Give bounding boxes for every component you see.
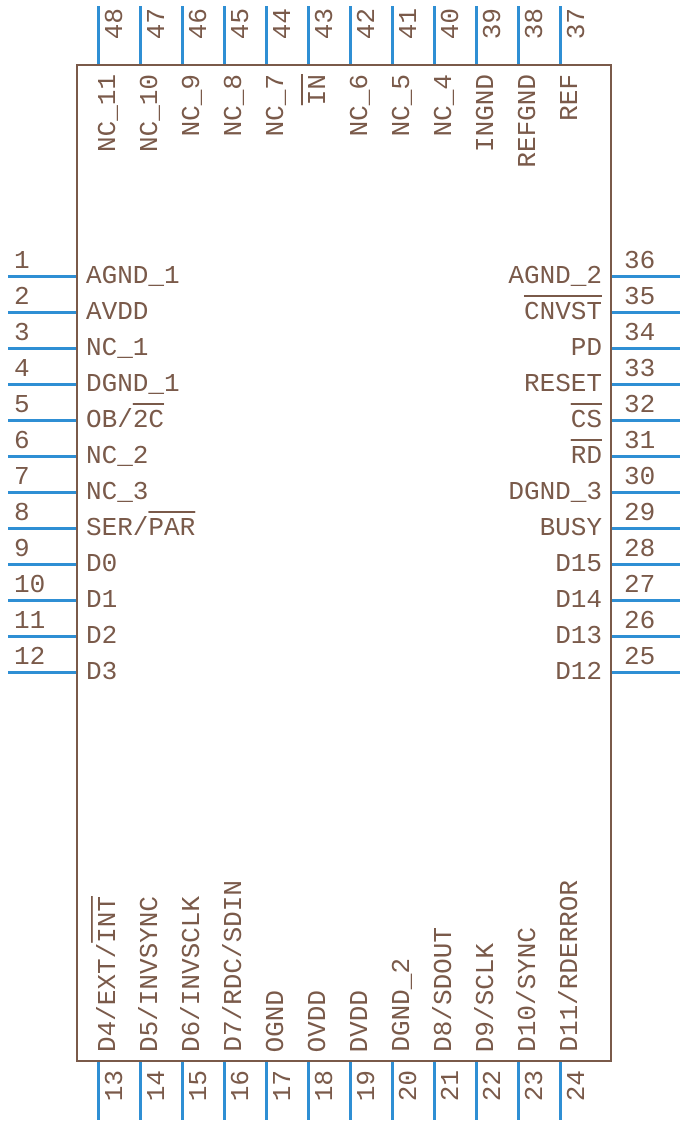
pin-label: D10/SYNC xyxy=(513,927,543,1052)
pin-label: DVDD xyxy=(345,990,375,1052)
pin-label: D1 xyxy=(86,585,117,615)
pin-label: D8/SDOUT xyxy=(429,927,459,1052)
pin-number: 22 xyxy=(478,1070,508,1101)
pin-number: 3 xyxy=(14,318,30,348)
pin-label: D4/EXT/INT xyxy=(93,896,123,1052)
pin-label: NC_5 xyxy=(387,74,417,136)
pin-label: D11/RDERROR xyxy=(555,880,585,1052)
pin-label: OGND xyxy=(261,990,291,1052)
pin-label: NC_9 xyxy=(177,74,207,136)
pin-label: D6/INVSCLK xyxy=(177,896,207,1052)
pin-label: PD xyxy=(571,333,602,363)
pin-label: REF xyxy=(555,74,585,121)
pin-label: DGND_3 xyxy=(508,477,602,507)
pin-number: 16 xyxy=(226,1070,256,1101)
pin-number: 30 xyxy=(624,462,655,492)
pin-label: INGND xyxy=(471,74,501,152)
pin-label: NC_3 xyxy=(86,477,148,507)
pin-number: 23 xyxy=(520,1070,550,1101)
pin-number: 40 xyxy=(436,8,466,39)
pin-label: AVDD xyxy=(86,297,148,327)
pinout-diagram: 1 AGND_1 2 AVDD 3 NC_1 4 DGND_1 5 OB/2C 6 NC_2 7 NC_3… xyxy=(0,0,688,1128)
pin-number: 12 xyxy=(14,642,45,672)
pin-number: 14 xyxy=(142,1070,172,1101)
pin-number: 29 xyxy=(624,498,655,528)
pin-label: D2 xyxy=(86,621,117,651)
pin-number: 10 xyxy=(14,570,45,600)
pin-label: SER/PAR xyxy=(86,513,195,543)
pin-number: 34 xyxy=(624,318,655,348)
pin-label: AGND_2 xyxy=(508,261,602,291)
pin-label: D9/SCLK xyxy=(471,943,501,1052)
pin-number: 20 xyxy=(394,1070,424,1101)
pin-number: 7 xyxy=(14,462,30,492)
pin-label: IN xyxy=(303,74,333,105)
pin-label: BUSY xyxy=(540,513,602,543)
pin-number: 33 xyxy=(624,354,655,384)
pin-label: CNVST xyxy=(524,297,602,327)
pin-number: 28 xyxy=(624,534,655,564)
pin-number: 19 xyxy=(352,1070,382,1101)
pin-label: D0 xyxy=(86,549,117,579)
pin-number: 46 xyxy=(184,8,214,39)
pin-number: 48 xyxy=(100,8,130,39)
pin-number: 25 xyxy=(624,642,655,672)
pin-number: 18 xyxy=(310,1070,340,1101)
pin-number: 35 xyxy=(624,282,655,312)
pin-number: 42 xyxy=(352,8,382,39)
pin-number: 11 xyxy=(14,606,45,636)
pin-label: RD xyxy=(571,441,602,471)
pin-label: AGND_1 xyxy=(86,261,180,291)
pin-number: 9 xyxy=(14,534,30,564)
pin-label: OB/2C xyxy=(86,405,164,435)
pin-number: 8 xyxy=(14,498,30,528)
pin-label: OVDD xyxy=(303,990,333,1052)
pin-label: NC_4 xyxy=(429,74,459,136)
pin-number: 13 xyxy=(100,1070,130,1101)
pin-label: REFGND xyxy=(513,74,543,168)
pin-label: CS xyxy=(571,405,602,435)
pin-number: 24 xyxy=(562,1070,592,1101)
pin-label: D7/RDC/SDIN xyxy=(219,880,249,1052)
pin-label: NC_8 xyxy=(219,74,249,136)
pin-label: D13 xyxy=(555,621,602,651)
pin-number: 36 xyxy=(624,246,655,276)
pin-number: 17 xyxy=(268,1070,298,1101)
pin-number: 27 xyxy=(624,570,655,600)
pin-number: 44 xyxy=(268,8,298,39)
pin-label: NC_11 xyxy=(93,74,123,152)
pin-number: 4 xyxy=(14,354,30,384)
pin-label: DGND_1 xyxy=(86,369,180,399)
pin-label: NC_1 xyxy=(86,333,148,363)
pin-label: DGND_2 xyxy=(387,958,417,1052)
pin-label: D12 xyxy=(555,657,602,687)
pin-number: 15 xyxy=(184,1070,214,1101)
pin-number: 6 xyxy=(14,426,30,456)
pin-label: NC_10 xyxy=(135,74,165,152)
pin-label: D3 xyxy=(86,657,117,687)
pin-label: D5/INVSYNC xyxy=(135,896,165,1052)
pin-number: 2 xyxy=(14,282,30,312)
pin-number: 45 xyxy=(226,8,256,39)
pin-number: 39 xyxy=(478,8,508,39)
pin-number: 31 xyxy=(624,426,655,456)
pin-label: NC_2 xyxy=(86,441,148,471)
pin-number: 37 xyxy=(562,8,592,39)
pin-number: 21 xyxy=(436,1070,466,1101)
pin-label: RESET xyxy=(524,369,602,399)
pin-number: 5 xyxy=(14,390,30,420)
pin-number: 41 xyxy=(394,8,424,39)
pin-number: 32 xyxy=(624,390,655,420)
pin-label: D14 xyxy=(555,585,602,615)
pin-label: D15 xyxy=(555,549,602,579)
pin-number: 43 xyxy=(310,8,340,39)
pin-number: 38 xyxy=(520,8,550,39)
pin-number: 1 xyxy=(14,246,30,276)
pin-label: NC_6 xyxy=(345,74,375,136)
pin-number: 47 xyxy=(142,8,172,39)
pin-label: NC_7 xyxy=(261,74,291,136)
pin-number: 26 xyxy=(624,606,655,636)
